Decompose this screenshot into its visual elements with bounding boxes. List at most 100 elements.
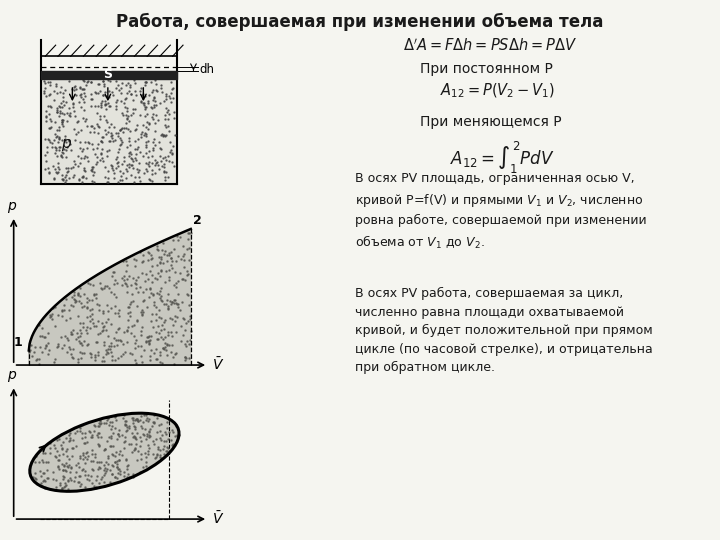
Point [43, 169, 55, 178]
Point [113, 431, 125, 440]
Point [78, 164, 90, 172]
Point [45, 90, 56, 99]
Point [112, 353, 124, 362]
Point [150, 110, 161, 119]
Point [92, 129, 104, 137]
Point [148, 134, 160, 143]
Point [129, 178, 140, 186]
Point [152, 246, 163, 254]
Point [127, 321, 138, 330]
Point [74, 482, 86, 490]
Point [156, 326, 167, 335]
Point [81, 329, 92, 338]
Point [88, 482, 99, 490]
Point [177, 331, 189, 340]
Point [106, 87, 117, 96]
Point [105, 442, 117, 451]
Point [53, 462, 64, 470]
Point [98, 157, 109, 166]
Point [76, 421, 88, 429]
Point [184, 336, 195, 345]
Point [101, 147, 112, 156]
Point [106, 342, 117, 350]
Point [70, 460, 81, 469]
Point [131, 280, 143, 288]
Point [140, 337, 151, 346]
Ellipse shape [30, 413, 179, 491]
Point [77, 173, 89, 181]
Point [51, 104, 63, 112]
Point [86, 433, 97, 442]
Point [146, 165, 158, 174]
Point [169, 312, 181, 320]
Point [143, 120, 155, 129]
Point [100, 100, 112, 109]
Point [181, 267, 192, 275]
Point [138, 99, 149, 107]
Point [91, 483, 102, 492]
Point [114, 166, 125, 175]
Point [57, 102, 68, 111]
Point [27, 352, 38, 360]
Point [54, 143, 66, 152]
Point [64, 112, 76, 120]
Point [104, 102, 115, 110]
Point [179, 326, 191, 334]
Point [104, 345, 115, 354]
Point [103, 284, 114, 292]
Point [158, 160, 169, 168]
Point [154, 271, 166, 280]
Point [63, 336, 74, 345]
Point [91, 289, 102, 298]
Point [112, 435, 123, 443]
Point [81, 447, 92, 456]
Point [85, 353, 96, 361]
Point [121, 89, 132, 97]
Point [36, 347, 48, 356]
Point [161, 443, 172, 451]
Point [141, 109, 153, 118]
Point [116, 109, 127, 117]
Point [168, 113, 180, 122]
Point [182, 291, 194, 299]
Point [114, 470, 126, 478]
Point [161, 267, 172, 275]
Point [145, 346, 157, 355]
Point [77, 434, 89, 443]
Point [72, 354, 84, 363]
Point [31, 354, 42, 363]
Point [139, 80, 150, 89]
Point [163, 114, 174, 123]
Point [140, 123, 152, 131]
Point [151, 450, 163, 459]
Point [184, 311, 196, 320]
Point [57, 466, 68, 475]
Point [74, 319, 86, 328]
Point [82, 339, 94, 348]
Point [83, 427, 94, 436]
Point [123, 148, 135, 157]
Point [51, 152, 63, 160]
Point [23, 347, 35, 356]
Point [109, 356, 120, 364]
Point [167, 84, 179, 92]
Point [81, 115, 92, 124]
Point [97, 90, 109, 99]
Point [116, 431, 127, 440]
Point [183, 244, 194, 252]
Point [102, 416, 113, 425]
Point [66, 444, 78, 453]
Point [114, 311, 125, 320]
Point [161, 450, 173, 459]
Point [61, 462, 73, 470]
Point [157, 344, 168, 353]
Point [67, 100, 78, 109]
Point [134, 442, 145, 450]
Point [148, 349, 160, 357]
Point [88, 421, 99, 430]
Point [84, 306, 96, 314]
Point [156, 436, 167, 444]
Point [81, 294, 93, 302]
Point [157, 239, 168, 247]
Point [177, 251, 189, 260]
